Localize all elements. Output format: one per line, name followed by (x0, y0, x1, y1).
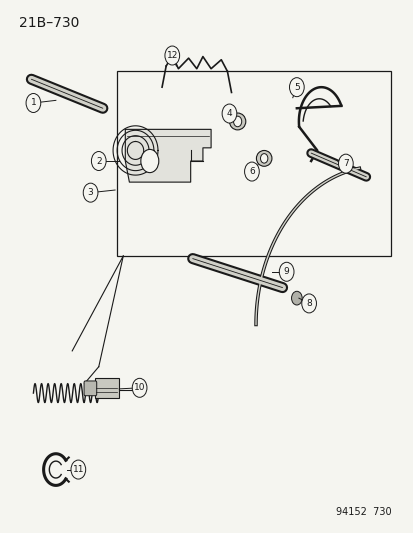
Circle shape (83, 183, 98, 202)
Circle shape (338, 154, 352, 173)
Circle shape (244, 162, 259, 181)
Circle shape (260, 154, 267, 163)
Ellipse shape (256, 150, 271, 166)
Text: 2: 2 (96, 157, 101, 166)
Text: 1: 1 (31, 99, 36, 108)
Circle shape (279, 262, 293, 281)
Circle shape (289, 78, 304, 96)
Text: 11: 11 (72, 465, 84, 474)
Ellipse shape (229, 113, 245, 130)
Circle shape (222, 104, 236, 123)
Text: 4: 4 (226, 109, 232, 118)
Circle shape (26, 93, 40, 112)
Text: 9: 9 (283, 267, 289, 276)
Circle shape (291, 292, 301, 305)
FancyBboxPatch shape (95, 378, 119, 398)
Text: 8: 8 (306, 299, 311, 308)
Circle shape (301, 294, 316, 313)
Circle shape (91, 151, 106, 171)
Text: 6: 6 (249, 167, 254, 176)
Text: 10: 10 (133, 383, 145, 392)
Polygon shape (125, 130, 211, 182)
Circle shape (164, 46, 179, 65)
Text: 12: 12 (166, 51, 178, 60)
Text: 5: 5 (293, 83, 299, 92)
Text: 94152  730: 94152 730 (335, 507, 390, 517)
Text: 3: 3 (88, 188, 93, 197)
Text: 21B–730: 21B–730 (19, 16, 79, 30)
Bar (117, 71, 390, 256)
Circle shape (233, 116, 241, 127)
Circle shape (140, 149, 159, 173)
Circle shape (132, 378, 147, 397)
Text: 7: 7 (342, 159, 348, 168)
Circle shape (71, 460, 85, 479)
FancyBboxPatch shape (84, 381, 97, 395)
